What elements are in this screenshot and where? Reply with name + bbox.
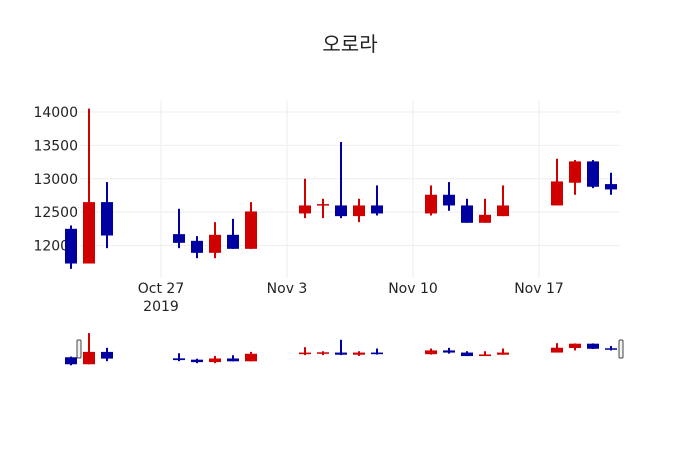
- slider-candle: [461, 351, 473, 357]
- candle-2019-11-18[interactable]: [551, 158, 563, 206]
- candle-2019-10-29[interactable]: [191, 236, 203, 259]
- y-tick-label: 14000: [33, 105, 78, 121]
- candle-2019-10-23[interactable]: [83, 108, 95, 264]
- candle-body: [245, 211, 257, 249]
- slider-candle: [605, 345, 617, 351]
- y-tick-label: 12500: [33, 205, 78, 221]
- candle-2019-11-21[interactable]: [605, 172, 617, 195]
- candle-2019-10-24[interactable]: [101, 182, 113, 249]
- candle-body: [443, 194, 455, 206]
- candle-body: [551, 181, 563, 206]
- slider-candle: [551, 343, 563, 353]
- range-slider[interactable]: [65, 333, 624, 366]
- candle-body: [425, 194, 437, 214]
- y-tick-label: 13000: [33, 172, 78, 188]
- candle-body: [65, 228, 77, 264]
- slider-candle: [83, 333, 95, 365]
- slider-candle: [299, 347, 311, 356]
- candle-body: [605, 184, 617, 190]
- slider-candle: [371, 348, 383, 355]
- candle-2019-11-12[interactable]: [443, 182, 455, 211]
- candles[interactable]: [65, 108, 617, 269]
- candle-body: [587, 161, 599, 187]
- candle-2019-11-14[interactable]: [479, 198, 491, 223]
- slider-candle: [101, 347, 113, 362]
- candle-2019-11-05[interactable]: [317, 198, 329, 219]
- range-slider-left-handle[interactable]: [76, 339, 82, 359]
- chart-title: 오로라: [322, 32, 378, 56]
- slider-candle: [497, 348, 509, 355]
- candle-body: [299, 205, 311, 214]
- range-slider-right-handle[interactable]: [618, 339, 624, 359]
- slider-candle: [479, 351, 491, 357]
- candle-2019-11-01[interactable]: [245, 202, 257, 249]
- slider-candle: [191, 358, 203, 364]
- candle-2019-11-04[interactable]: [299, 178, 311, 219]
- gridlines: [80, 100, 620, 278]
- slider-candle: [65, 356, 77, 366]
- slider-candle: [317, 351, 329, 356]
- slider-candle: [569, 343, 581, 351]
- candle-2019-10-30[interactable]: [209, 222, 221, 259]
- candle-2019-10-31[interactable]: [227, 218, 239, 249]
- slider-candle: [227, 355, 239, 362]
- candle-body: [335, 205, 347, 217]
- candle-body: [227, 234, 239, 249]
- y-tick-label: 13500: [33, 138, 78, 154]
- x-tick-label: Nov 17: [514, 281, 564, 297]
- slider-candle: [443, 347, 455, 354]
- candle-2019-11-19[interactable]: [569, 160, 581, 195]
- candle-body: [209, 234, 221, 253]
- candle-body: [191, 240, 203, 253]
- x-tick-label: Nov 3: [267, 281, 308, 297]
- candle-2019-11-07[interactable]: [353, 198, 365, 223]
- candle-2019-11-08[interactable]: [371, 185, 383, 216]
- candle-2019-10-28[interactable]: [173, 208, 185, 249]
- candle-body: [371, 205, 383, 214]
- x-tick-year: 2019: [143, 299, 179, 315]
- candle-2019-11-11[interactable]: [425, 185, 437, 216]
- candle-body: [461, 205, 473, 223]
- candle-2019-11-15[interactable]: [497, 185, 509, 217]
- candle-body: [497, 205, 509, 217]
- slider-candle: [173, 353, 185, 362]
- slider-candle: [353, 351, 365, 356]
- x-tick-label: Oct 27: [138, 281, 184, 297]
- candle-body: [317, 204, 329, 206]
- candle-body: [101, 202, 113, 236]
- candle-body: [173, 234, 185, 243]
- slider-candle: [245, 351, 257, 362]
- candle-2019-11-06[interactable]: [335, 142, 347, 219]
- candle-2019-11-13[interactable]: [461, 198, 473, 223]
- candle-body: [479, 214, 491, 223]
- candle-2019-10-22[interactable]: [65, 225, 77, 269]
- x-axis: Oct 27 2019 Nov 3 Nov 10 Nov 17: [138, 281, 564, 315]
- x-tick-label: Nov 10: [388, 281, 438, 297]
- candle-body: [353, 205, 365, 217]
- candle-body: [569, 161, 581, 183]
- candle-body: [83, 202, 95, 264]
- slider-candle: [587, 343, 599, 350]
- slider-candle: [335, 339, 347, 356]
- slider-candle: [425, 348, 437, 355]
- slider-candle: [209, 355, 221, 364]
- candle-2019-11-20[interactable]: [587, 160, 599, 189]
